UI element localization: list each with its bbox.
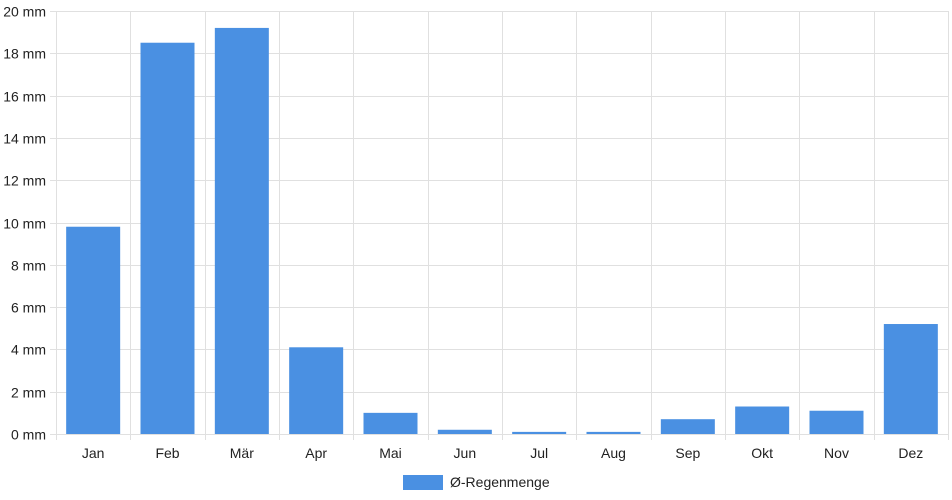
bar-jan[interactable] xyxy=(66,226,121,434)
x-tick-label: Mär xyxy=(230,445,254,461)
legend-label: Ø-Regenmenge xyxy=(450,474,550,490)
y-tick-label: 18 mm xyxy=(3,46,46,62)
bar-mai[interactable] xyxy=(363,412,418,434)
x-tick-label: Aug xyxy=(601,445,626,461)
legend[interactable]: Ø-Regenmenge xyxy=(403,474,550,490)
y-axis-tick-labels: 0 mm 2 mm 4 mm 6 mm 8 mm 10 mm 12 mm 14 mm 16 mm… xyxy=(3,4,46,443)
x-tick-label: Okt xyxy=(751,445,773,461)
x-tick-label: Jul xyxy=(530,445,548,461)
x-tick-label: Dez xyxy=(898,445,923,461)
y-tick-label: 0 mm xyxy=(11,427,46,443)
bar-nov[interactable] xyxy=(809,410,864,434)
y-tick-label: 4 mm xyxy=(11,342,46,358)
x-tick-label: Mai xyxy=(379,445,402,461)
bar-sep[interactable] xyxy=(660,419,715,434)
bar-jun[interactable] xyxy=(437,429,492,434)
x-axis-tick-labels: Jan Feb Mär Apr Mai Jun Jul Aug Sep Okt Nov Dez xyxy=(82,445,923,461)
legend-swatch xyxy=(403,475,443,490)
x-tick-label: Apr xyxy=(305,445,327,461)
bar-layer xyxy=(66,27,938,434)
y-tick-label: 14 mm xyxy=(3,131,46,147)
bar-aug[interactable] xyxy=(586,431,641,434)
y-tick-label: 8 mm xyxy=(11,258,46,274)
y-tick-label: 10 mm xyxy=(3,216,46,232)
grid-layer xyxy=(50,11,949,440)
x-tick-label: Nov xyxy=(824,445,849,461)
y-tick-label: 2 mm xyxy=(11,385,46,401)
x-tick-label: Jan xyxy=(82,445,105,461)
x-tick-label: Feb xyxy=(155,445,179,461)
bar-okt[interactable] xyxy=(735,406,790,434)
bar-feb[interactable] xyxy=(140,42,195,434)
x-tick-label: Sep xyxy=(675,445,700,461)
bar-mär[interactable] xyxy=(214,27,269,434)
bar-jul[interactable] xyxy=(512,431,567,434)
y-tick-label: 20 mm xyxy=(3,4,46,20)
y-tick-label: 12 mm xyxy=(3,173,46,189)
bar-dez[interactable] xyxy=(883,324,938,434)
bar-apr[interactable] xyxy=(289,347,344,434)
x-tick-label: Jun xyxy=(454,445,477,461)
y-tick-label: 16 mm xyxy=(3,89,46,105)
y-tick-label: 6 mm xyxy=(11,300,46,316)
